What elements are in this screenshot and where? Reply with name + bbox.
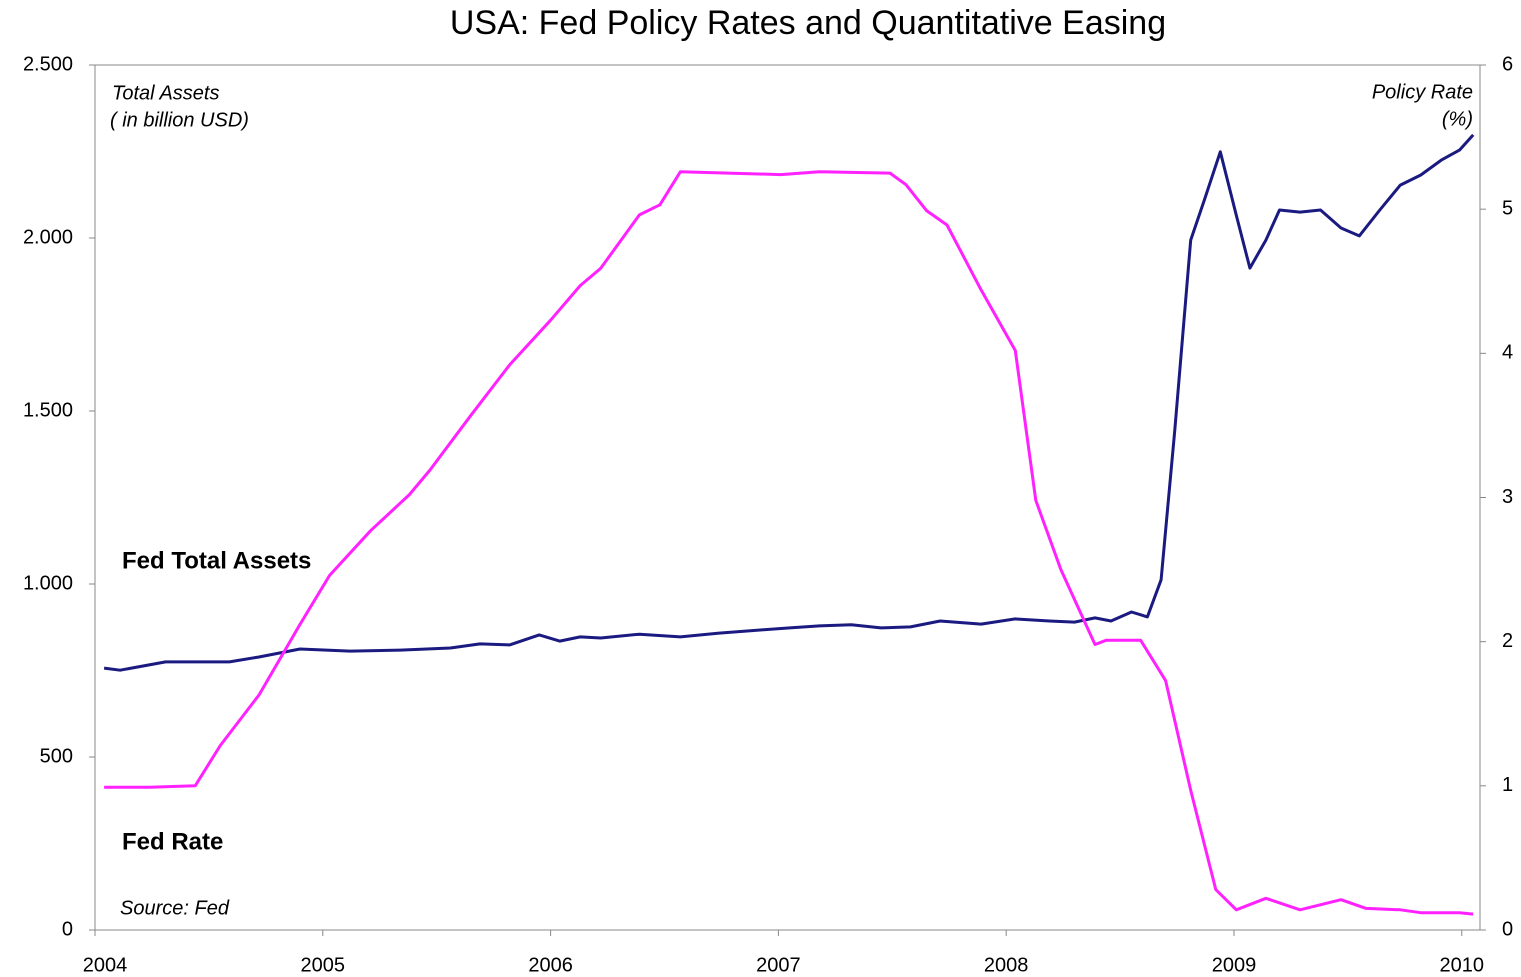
y2-tick-label: 0 (1502, 918, 1513, 940)
y2-axis-label: (%) (1442, 108, 1473, 130)
source-note: Source: Fed (120, 897, 230, 919)
x-tick-label: 2010 (1440, 954, 1485, 976)
y-axis-label: Total Assets (112, 82, 219, 104)
x-tick-label: 2004 (83, 954, 128, 976)
x-tick-label: 2006 (528, 954, 573, 976)
y-tick-label: 500 (40, 745, 73, 767)
y2-axis-label: Policy Rate (1372, 81, 1473, 103)
y2-tick-label: 4 (1502, 342, 1513, 364)
data-line (103, 133, 1475, 672)
chart-title: USA: Fed Policy Rates and Quantitative E… (450, 4, 1166, 42)
y2-tick-label: 5 (1502, 197, 1513, 219)
y2-tick-label: 6 (1502, 53, 1513, 75)
y2-tick-label: 3 (1502, 486, 1513, 508)
y-tick-label: 2.500 (23, 53, 73, 75)
legend-label: Fed Total Assets (122, 547, 311, 574)
plot-frame (94, 64, 1481, 931)
y2-tick-label: 2 (1502, 630, 1513, 652)
y2-tick-label: 1 (1502, 774, 1513, 796)
y-tick-label: 0 (62, 918, 73, 940)
y-tick-label: 2.000 (23, 226, 73, 248)
x-tick-label: 2008 (984, 954, 1029, 976)
y-axis-label: ( in billion USD) (110, 109, 249, 131)
legend-label: Fed Rate (122, 828, 223, 855)
y-tick-label: 1.500 (23, 399, 73, 421)
y-tick-label: 1.000 (23, 572, 73, 594)
x-tick-label: 2009 (1212, 954, 1257, 976)
data-line (104, 170, 1474, 916)
x-tick-label: 2005 (301, 954, 346, 976)
x-tick-label: 2007 (756, 954, 801, 976)
